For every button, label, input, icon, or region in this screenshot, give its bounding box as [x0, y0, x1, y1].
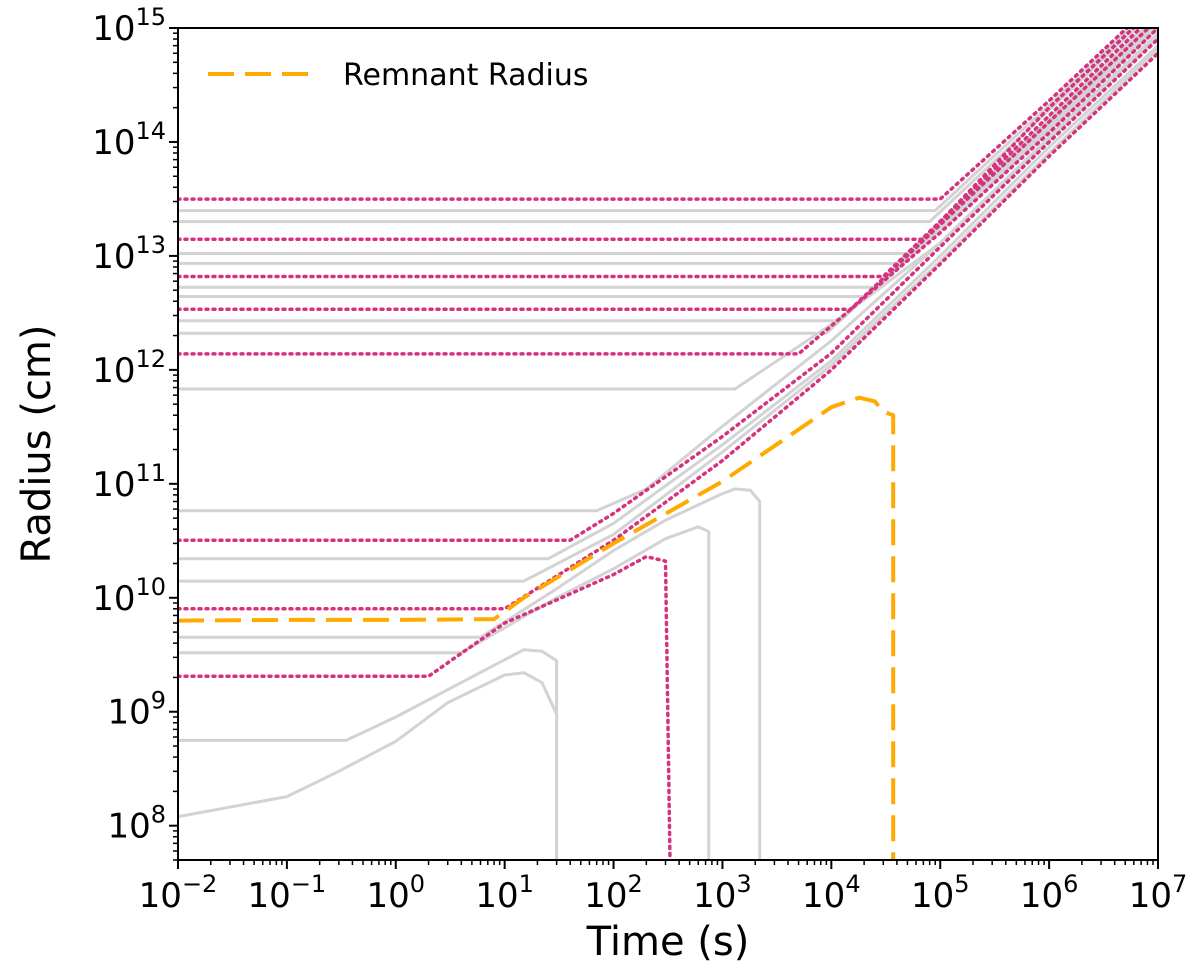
legend-label-remnant-radius: Remnant Radius [343, 58, 588, 93]
series-solid-17 [178, 32, 1158, 391]
series-solid-24 [178, 671, 558, 819]
x-tick-label: 102 [584, 870, 643, 916]
series-dotted-1 [178, 28, 1130, 201]
plot-frame [177, 27, 1159, 861]
x-tick-label: 10−2 [139, 870, 218, 916]
y-tick-label: 1015 [92, 3, 166, 49]
series-dotted-5 [178, 28, 1158, 356]
y-tick-label: 1013 [92, 231, 166, 277]
series-solid-9 [178, 28, 1133, 213]
y-tick-label: 1010 [92, 573, 166, 619]
series-solid-10 [178, 28, 1139, 224]
series-dotted-7 [178, 51, 1158, 611]
y-tick-label: 1012 [92, 345, 166, 391]
x-tick-label: 106 [1020, 870, 1079, 916]
series-solid-18 [178, 34, 1158, 513]
x-tick-label: 100 [367, 870, 426, 916]
x-tick-label: 105 [911, 870, 970, 916]
legend: Remnant Radius [208, 58, 588, 93]
series-dotted-3 [178, 28, 1144, 279]
series-solid-14 [178, 28, 1156, 298]
series-solid-21 [178, 487, 762, 860]
x-tick-label: 101 [475, 870, 534, 916]
x-tick-label: 104 [802, 870, 861, 916]
y-axis-label: Radius (cm) [14, 324, 60, 563]
x-tick-label: 10−1 [248, 870, 327, 916]
y-tick-label: 109 [107, 687, 166, 733]
series-solid-23 [178, 648, 559, 860]
series-dotted-2 [178, 28, 1136, 242]
x-tick-label: 103 [693, 870, 752, 916]
series-dotted-6 [178, 37, 1158, 542]
x-tick-label: 107 [1129, 870, 1188, 916]
x-axis-label: Time (s) [586, 919, 750, 965]
series-solid-19 [178, 44, 1158, 561]
y-tick-label: 108 [107, 801, 166, 847]
series-remnant-radius [178, 395, 896, 860]
tick-layer: 10−2 10−1 100 101 102 103 104 105 106 107 108 109 10… [92, 3, 1187, 916]
series-layer [178, 28, 1158, 860]
series-dotted-8 [178, 554, 672, 860]
series-solid-20 [178, 48, 1158, 583]
y-tick-label: 1014 [92, 117, 166, 163]
y-tick-label: 1011 [92, 459, 166, 505]
series-dotted-4 [178, 28, 1152, 312]
